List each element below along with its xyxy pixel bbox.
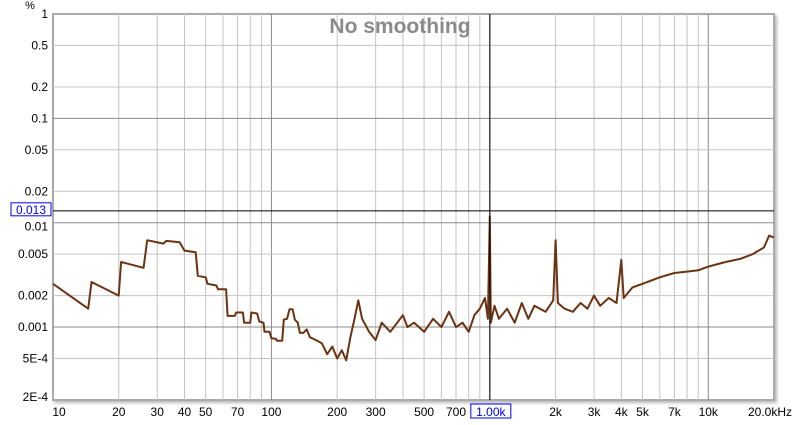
- chart-title: No smoothing: [329, 15, 470, 38]
- x-tick-label: 20.0kHz: [748, 405, 792, 419]
- y-tick-label: 0.1: [31, 111, 48, 125]
- x-tick-label: 2k: [549, 405, 563, 419]
- grid: [53, 14, 774, 400]
- cursor-y-readout: 0.013: [10, 202, 52, 217]
- y-tick-label: 0.2: [31, 80, 48, 94]
- x-tick-label: 4k: [615, 405, 629, 419]
- y-axis-unit: %: [25, 0, 35, 12]
- y-tick-label: 0.01: [25, 220, 49, 234]
- x-tick-label: 50: [199, 405, 213, 419]
- plot-area[interactable]: [52, 13, 775, 401]
- y-tick-label: 1: [41, 7, 48, 21]
- x-tick-label: 3k: [588, 405, 602, 419]
- x-tick-label: 100: [261, 405, 281, 419]
- x-tick-label: 500: [414, 405, 434, 419]
- x-tick-label: 300: [366, 405, 386, 419]
- y-tick-label: 2E-4: [23, 390, 49, 404]
- cursor-x-label: 1.00k: [476, 405, 506, 419]
- distortion-trace: [52, 215, 775, 362]
- y-tick-label: 0.05: [25, 143, 49, 157]
- y-tick-label: 0.02: [25, 184, 49, 198]
- y-tick-label: 0.005: [18, 247, 48, 261]
- x-tick-label: 10k: [699, 405, 719, 419]
- cursor-y-label: 0.013: [16, 203, 46, 217]
- y-tick-label: 0.002: [18, 289, 48, 303]
- x-tick-label: 30: [151, 405, 165, 419]
- x-tick-label: 10: [52, 405, 66, 419]
- y-tick-label: 0.5: [31, 38, 48, 52]
- x-tick-label: 40: [178, 405, 192, 419]
- x-axis-ticks: 10 20 30 40 50 70 100 200 300 500 700 2k 3k 4k 5k 7k 10k…: [52, 405, 792, 419]
- cursor-x-readout: 1.00k: [470, 403, 512, 419]
- x-tick-label: 200: [327, 405, 347, 419]
- x-tick-label: 20: [112, 405, 126, 419]
- x-tick-label: 70: [231, 405, 245, 419]
- y-tick-label: 0.001: [18, 320, 48, 334]
- y-axis-ticks: 1 0.5 0.2 0.1 0.05 0.02 0.01 0.005 0.002 0.001 5E-…: [18, 7, 48, 404]
- y-tick-label: 5E-4: [23, 351, 49, 365]
- x-tick-label: 700: [446, 405, 466, 419]
- x-tick-label: 5k: [636, 405, 650, 419]
- x-tick-label: 7k: [668, 405, 682, 419]
